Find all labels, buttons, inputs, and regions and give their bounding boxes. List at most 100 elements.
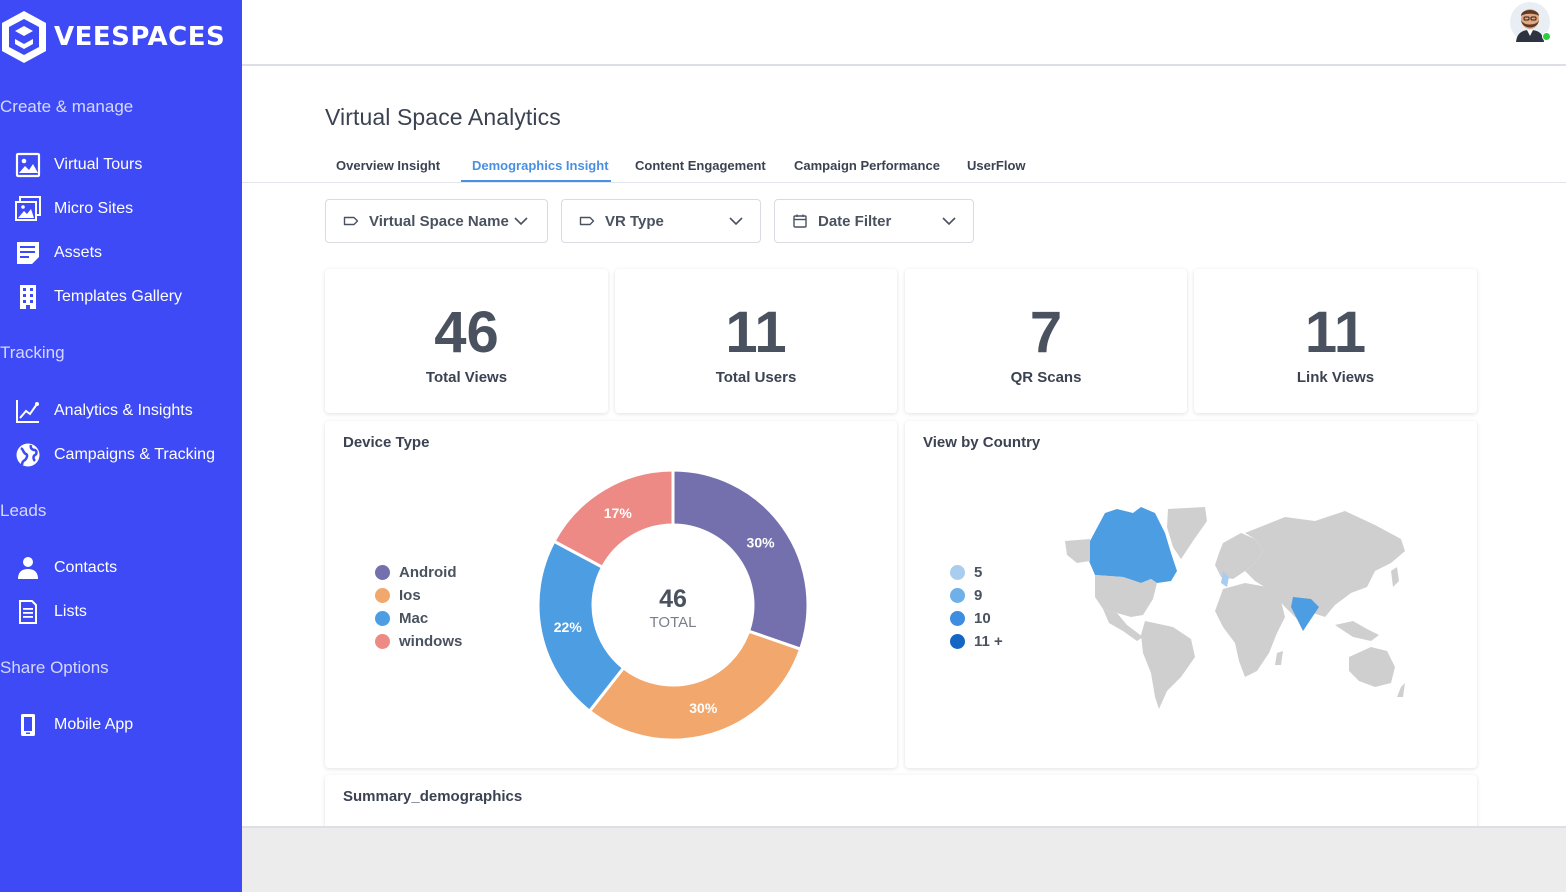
map-region-uk xyxy=(1221,571,1229,587)
stat-value: 11 xyxy=(1304,300,1367,365)
tab-campaign-performance[interactable]: Campaign Performance xyxy=(794,158,940,173)
device-type-card: Device Type Android Ios Mac windows 30% 30% 2… xyxy=(325,421,897,768)
user-avatar[interactable] xyxy=(1510,2,1550,42)
map-region-asia xyxy=(1245,511,1405,619)
sidebar-item-analytics-insights[interactable]: Analytics & Insights xyxy=(14,396,193,426)
map-region-usa xyxy=(1095,575,1157,617)
map-region-alaska xyxy=(1065,539,1090,563)
legend-label: 9 xyxy=(974,587,983,604)
map-region-central-america xyxy=(1103,609,1143,641)
image-icon xyxy=(14,151,42,179)
sidebar-item-label: Assets xyxy=(54,244,103,261)
card-title: Summary_demographics xyxy=(343,788,523,805)
card-title: View by Country xyxy=(923,434,1041,451)
section-title-create-manage: Create & manage xyxy=(0,97,134,116)
virtual-space-name-filter[interactable]: Virtual Space Name xyxy=(325,199,548,243)
sidebar-item-lists[interactable]: Lists xyxy=(14,597,87,627)
vr-type-filter[interactable]: VR Type xyxy=(561,199,761,243)
tab-demographics-insight[interactable]: Demographics Insight xyxy=(472,158,609,173)
gallery-icon xyxy=(14,195,42,223)
legend-swatch xyxy=(950,565,965,580)
donut-slice-label: 30% xyxy=(747,535,776,551)
online-status-dot xyxy=(1542,32,1551,41)
country-legend-item: 10 xyxy=(950,610,991,627)
sidebar-item-label: Contacts xyxy=(54,559,118,576)
country-legend-item: 11 + xyxy=(950,633,1003,650)
avatar-icon xyxy=(1510,2,1550,42)
sidebar-item-label: Virtual Tours xyxy=(54,156,143,173)
legend-swatch xyxy=(375,611,390,626)
sidebar-item-micro-sites[interactable]: Micro Sites xyxy=(14,194,133,224)
chevron-down-icon xyxy=(728,213,744,229)
top-bar xyxy=(242,0,1566,66)
stat-card-link-views: 11 Link Views xyxy=(1194,269,1477,413)
sidebar-item-contacts[interactable]: Contacts xyxy=(14,553,117,583)
legend-swatch xyxy=(375,565,390,580)
filter-label: Virtual Space Name xyxy=(369,212,509,230)
tab-content-engagement[interactable]: Content Engagement xyxy=(635,158,766,173)
donut-slice-label: 17% xyxy=(604,505,633,521)
map-region-new-zealand xyxy=(1397,683,1405,697)
veespaces-logo-icon xyxy=(2,11,46,63)
stat-label: Link Views xyxy=(1296,369,1375,386)
sidebar-item-virtual-tours[interactable]: Virtual Tours xyxy=(14,150,142,180)
country-legend-item: 9 xyxy=(950,587,982,604)
country-legend-item: 5 xyxy=(950,564,982,581)
mobile-icon xyxy=(14,711,42,739)
device-legend-item: windows xyxy=(375,633,462,650)
stat-value: 46 xyxy=(434,300,499,365)
sidebar-item-assets[interactable]: Assets xyxy=(14,238,102,268)
filter-label: Date Filter xyxy=(818,212,892,230)
sidebar-item-templates-gallery[interactable]: Templates Gallery xyxy=(14,282,182,312)
map-region-japan xyxy=(1391,567,1399,587)
donut-slice-ios[interactable] xyxy=(587,629,803,742)
donut-slice-windows[interactable] xyxy=(551,468,675,570)
sidebar-item-mobile-app[interactable]: Mobile App xyxy=(14,710,133,740)
date-filter[interactable]: Date Filter xyxy=(774,199,974,243)
page-title: Virtual Space Analytics xyxy=(325,104,561,130)
stat-card-total-views: 46 Total Views xyxy=(325,269,608,413)
tab-bar: Overview Insight Demographics Insight Co… xyxy=(242,150,1566,183)
footer-bar xyxy=(242,826,1566,892)
sidebar-item-campaigns-tracking[interactable]: Campaigns & Tracking xyxy=(14,440,215,470)
donut-center-value: 46 xyxy=(659,585,687,613)
active-tab-indicator xyxy=(461,180,611,182)
person-icon xyxy=(14,554,42,582)
tab-overview-insight[interactable]: Overview Insight xyxy=(336,158,441,173)
donut-center-label: TOTAL xyxy=(650,614,697,631)
section-title-leads: Leads xyxy=(0,501,47,520)
summary-demographics-card: Summary_demographics xyxy=(325,775,1477,835)
sidebar-item-label: Micro Sites xyxy=(54,200,134,217)
globe-icon xyxy=(14,441,42,469)
device-legend-item: Mac xyxy=(375,610,428,627)
donut-slice-mac[interactable] xyxy=(536,539,626,714)
map-region-southeast-asia xyxy=(1335,621,1379,641)
stat-label: Total Views xyxy=(425,369,508,386)
donut-slice-android[interactable] xyxy=(671,468,810,652)
donut-slice-label: 30% xyxy=(689,700,718,716)
map-region-europe xyxy=(1215,533,1263,579)
legend-label: 10 xyxy=(974,610,991,627)
brand-logo[interactable]: VEESPACES xyxy=(0,8,225,66)
tag-icon xyxy=(579,213,595,229)
map-region-india xyxy=(1291,597,1319,631)
section-title-tracking: Tracking xyxy=(0,343,65,362)
sidebar-item-label: Lists xyxy=(54,603,87,620)
stat-value: 11 xyxy=(725,300,787,365)
sidebar-item-label: Mobile App xyxy=(54,716,134,733)
sidebar-item-label: Analytics & Insights xyxy=(54,402,193,419)
device-legend-item: Android xyxy=(375,564,457,581)
map-region-canada xyxy=(1089,507,1177,583)
tab-userflow[interactable]: UserFlow xyxy=(967,158,1026,173)
device-legend-item: Ios xyxy=(375,587,421,604)
building-icon xyxy=(14,283,42,311)
world-map xyxy=(1065,507,1405,709)
chevron-down-icon xyxy=(513,213,529,229)
stat-card-qr-scans: 7 QR Scans xyxy=(905,269,1187,413)
filter-label: VR Type xyxy=(605,212,664,230)
brand-name: VEESPACES xyxy=(54,22,226,52)
section-title-share-options: Share Options xyxy=(0,658,109,677)
map-region-south-america xyxy=(1141,621,1195,709)
legend-swatch xyxy=(950,588,965,603)
legend-swatch xyxy=(375,588,390,603)
